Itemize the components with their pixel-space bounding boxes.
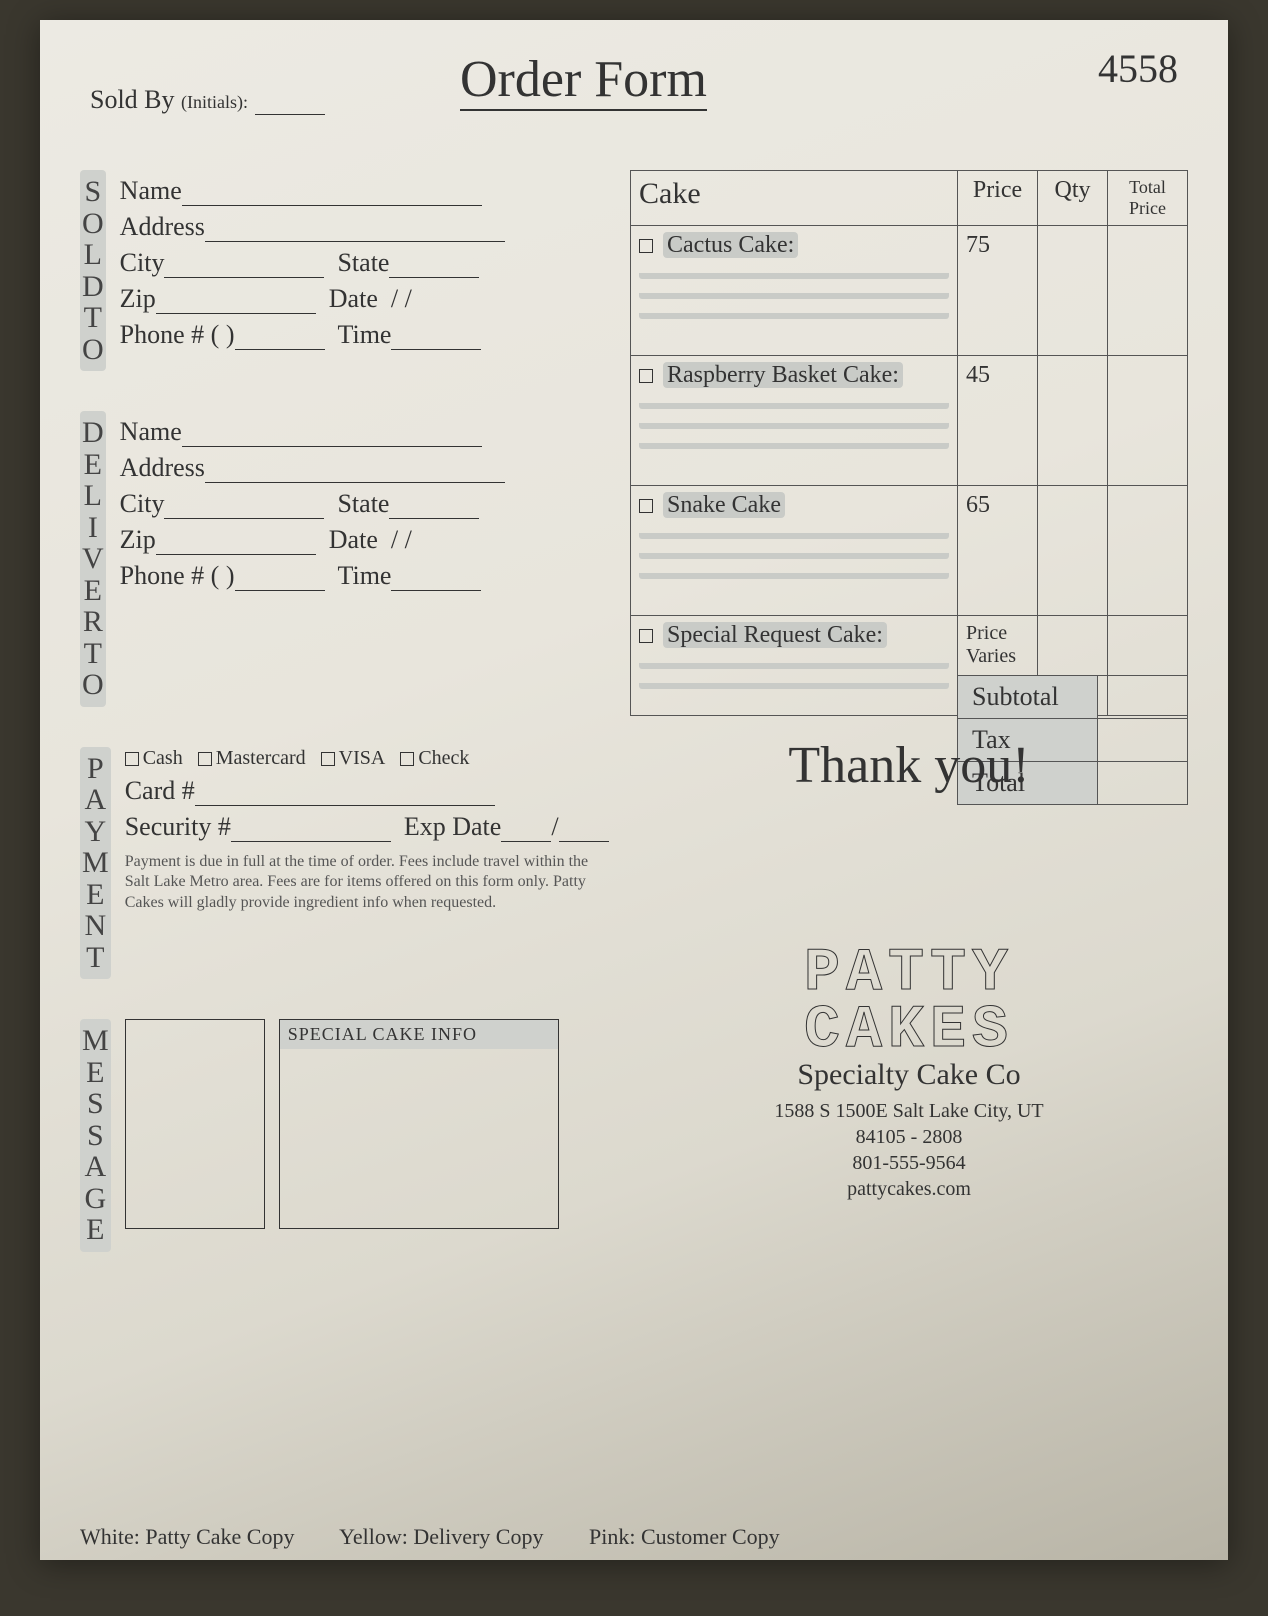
cake-notes[interactable]	[639, 529, 949, 579]
brand-line1: PATTY	[630, 946, 1188, 1003]
special-cake-info-title: SPECIAL CAKE INFO	[280, 1020, 558, 1049]
order-form-sheet: Sold By (Initials): Order Form 4558 SOLD…	[40, 20, 1228, 1560]
payment-label: PAYMENT	[80, 747, 111, 980]
deliver-city[interactable]: City	[120, 489, 325, 518]
brand-address: 1588 S 1500E Salt Lake City, UT 84105 - …	[630, 1098, 1188, 1150]
deliver-time[interactable]: Time	[338, 561, 482, 590]
message-label: MESSAGE	[80, 1019, 111, 1252]
cake-name: Raspberry Basket Cake:	[663, 362, 903, 388]
cake-total[interactable]	[1108, 486, 1188, 616]
cake-notes[interactable]	[639, 659, 949, 689]
soldto-address[interactable]: Address	[120, 212, 600, 242]
deliver-zip[interactable]: Zip	[120, 525, 316, 554]
copy-pink: Pink: Customer Copy	[589, 1524, 780, 1549]
soldto-city[interactable]: City	[120, 248, 325, 277]
copy-white: White: Patty Cake Copy	[80, 1524, 294, 1549]
payment-section: PAYMENT Cash Mastercard VISA Check Card …	[80, 747, 600, 980]
soldto-name[interactable]: Name	[120, 176, 600, 206]
cake-table: Cake Price Qty Total Price Cactus Cake: …	[630, 170, 1188, 716]
card-number[interactable]: Card #	[125, 776, 609, 806]
tax-value[interactable]	[1098, 719, 1188, 762]
cake-name: Special Request Cake:	[663, 622, 887, 648]
pay-visa[interactable]: VISA	[321, 747, 386, 769]
cake-name: Cactus Cake:	[663, 232, 798, 258]
deliver-address[interactable]: Address	[120, 453, 600, 483]
col-total-price: Total Price	[1108, 171, 1188, 226]
exp-date[interactable]: Exp Date/	[404, 812, 609, 841]
cake-qty[interactable]	[1038, 226, 1108, 356]
cake-checkbox[interactable]	[639, 239, 653, 253]
form-number: 4558	[1098, 45, 1178, 92]
pay-check[interactable]: Check	[400, 747, 469, 769]
sold-by-field[interactable]: Sold By (Initials):	[90, 85, 325, 115]
pay-mastercard[interactable]: Mastercard	[198, 747, 306, 769]
payment-fine-print: Payment is due in full at the time of or…	[125, 852, 609, 914]
brand-block: PATTY CAKES Specialty Cake Co 1588 S 150…	[630, 946, 1188, 1202]
pay-cash[interactable]: Cash	[125, 747, 183, 769]
soldto-zip[interactable]: Zip	[120, 284, 316, 313]
sold-by-label: Sold By	[90, 85, 175, 114]
page-title: Order Form	[460, 50, 707, 111]
sold-to-section: SOLDTO Name Address City State Zip Date …	[80, 170, 600, 371]
cake-price: 75	[958, 226, 1038, 356]
deliver-date[interactable]: Date / /	[329, 525, 412, 554]
copies-legend: White: Patty Cake Copy Yellow: Delivery …	[80, 1524, 820, 1550]
table-row: Cactus Cake: 75	[631, 226, 1188, 356]
brand-line2: CAKES	[630, 1003, 1188, 1060]
cake-total[interactable]	[1108, 356, 1188, 486]
deliver-to-section: DELIVERTO Name Address City State Zip Da…	[80, 411, 600, 707]
copy-yellow: Yellow: Delivery Copy	[339, 1524, 543, 1549]
cake-qty[interactable]	[1038, 356, 1108, 486]
col-cake: Cake	[631, 171, 958, 226]
special-cake-info-box[interactable]: SPECIAL CAKE INFO	[279, 1019, 559, 1229]
sold-to-label: SOLDTO	[80, 170, 106, 371]
cake-notes[interactable]	[639, 399, 949, 449]
subtotal-label: Subtotal	[958, 676, 1098, 719]
cake-notes[interactable]	[639, 269, 949, 319]
cake-qty[interactable]	[1038, 486, 1108, 616]
deliver-state[interactable]: State	[337, 489, 479, 518]
soldto-date[interactable]: Date / /	[329, 284, 412, 313]
message-box[interactable]	[125, 1019, 265, 1229]
cake-name: Snake Cake	[663, 492, 785, 518]
soldto-time[interactable]: Time	[338, 320, 482, 349]
deliver-phone[interactable]: Phone # ( )	[120, 561, 235, 590]
table-row: Snake Cake 65	[631, 486, 1188, 616]
brand-phone: 801-555-9564	[630, 1150, 1188, 1176]
sold-by-hint: (Initials):	[181, 92, 248, 112]
soldto-state[interactable]: State	[337, 248, 479, 277]
cake-price: 65	[958, 486, 1038, 616]
deliver-to-label: DELIVERTO	[80, 411, 106, 707]
message-section: MESSAGE SPECIAL CAKE INFO	[80, 1019, 600, 1252]
cake-checkbox[interactable]	[639, 499, 653, 513]
subtotal-value[interactable]	[1098, 676, 1188, 719]
cake-checkbox[interactable]	[639, 369, 653, 383]
soldto-phone[interactable]: Phone # ( )	[120, 320, 235, 349]
cake-checkbox[interactable]	[639, 629, 653, 643]
cake-price: 45	[958, 356, 1038, 486]
payment-options: Cash Mastercard VISA Check	[125, 747, 609, 770]
brand-web: pattycakes.com	[630, 1176, 1188, 1202]
cake-total[interactable]	[1108, 226, 1188, 356]
col-qty: Qty	[1038, 171, 1108, 226]
deliver-name[interactable]: Name	[120, 417, 600, 447]
col-price: Price	[958, 171, 1038, 226]
table-row: Raspberry Basket Cake: 45	[631, 356, 1188, 486]
security-number[interactable]: Security #	[125, 812, 391, 841]
total-value[interactable]	[1098, 762, 1188, 805]
brand-tagline: Specialty Cake Co	[630, 1058, 1188, 1092]
